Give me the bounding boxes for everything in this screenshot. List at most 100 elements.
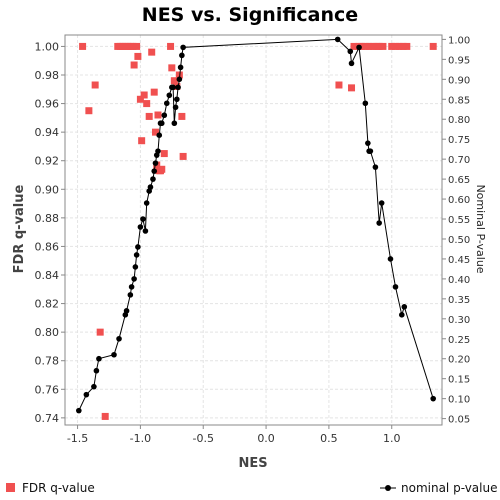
- x-axis-label: NES: [238, 456, 267, 471]
- nominal-point: [177, 64, 184, 71]
- nominal-point: [171, 120, 178, 127]
- fdr-point: [129, 42, 137, 50]
- fdr-point: [350, 42, 358, 50]
- x-tick-label: -0.5: [192, 432, 213, 445]
- nominal-point: [116, 335, 122, 342]
- nominal-point: [132, 264, 139, 270]
- y-tick-label: 0.90: [35, 183, 60, 196]
- y-tick-label: 0.88: [35, 212, 60, 225]
- y-tick-label: 0.84: [35, 269, 60, 282]
- fdr-point: [145, 112, 153, 120]
- nominal-point: [172, 104, 179, 111]
- fdr-point: [399, 42, 407, 50]
- grid-lines: [65, 35, 442, 425]
- fdr-point: [375, 42, 383, 50]
- fdr-point: [335, 81, 343, 89]
- y-tick-label: 1.00: [35, 40, 60, 53]
- y2-tick-label: 0.30: [448, 315, 470, 326]
- fdr-point: [85, 107, 93, 115]
- fdr-point: [168, 64, 176, 72]
- x-tick-label: 0.5: [320, 432, 338, 445]
- y2-tick-label: 0.15: [448, 375, 470, 386]
- fdr-point: [179, 152, 187, 160]
- y2-tick-label: 1.00: [448, 35, 470, 46]
- y2-tick-label: 0.70: [448, 155, 470, 166]
- fdr-point: [361, 42, 369, 50]
- fdr-point: [134, 52, 142, 60]
- nominal-point: [334, 36, 341, 43]
- fdr-point: [101, 412, 109, 420]
- nominal-point: [151, 168, 158, 174]
- y-axis-label: FDR q-value: [12, 184, 27, 273]
- nominal-point: [135, 244, 141, 250]
- y-tick-label: 0.98: [35, 69, 60, 82]
- fdr-point: [133, 42, 141, 50]
- nominal-point: [175, 84, 181, 91]
- y2-tick-label: 0.35: [448, 295, 470, 306]
- nominal-point: [174, 96, 180, 103]
- nominal-point: [180, 44, 186, 51]
- x-tick-label: 1.0: [383, 432, 401, 445]
- legend-fdr-marker: [6, 483, 15, 492]
- fdr-point: [158, 165, 166, 173]
- nominal-point: [163, 100, 170, 107]
- fdr-point: [392, 42, 400, 50]
- nominal-point: [156, 132, 163, 138]
- fdr-point: [348, 84, 356, 92]
- y2-tick-label: 0.60: [448, 195, 470, 206]
- fdr-point: [151, 128, 159, 136]
- y2-tick-label: 0.55: [448, 215, 470, 226]
- fdr-point: [178, 112, 186, 120]
- fdr-point: [143, 100, 151, 108]
- nominal-point: [76, 407, 82, 414]
- nominal-point: [131, 276, 137, 282]
- nominal-point: [348, 60, 355, 67]
- y2-tick-label: 0.80: [448, 115, 470, 126]
- y-tick-label: 0.80: [35, 326, 60, 339]
- nominal-point: [376, 220, 382, 226]
- nominal-point: [362, 100, 369, 107]
- nominal-point: [392, 284, 399, 290]
- nominal-point: [166, 92, 173, 99]
- y-tick-label: 0.78: [35, 355, 60, 368]
- fdr-point: [388, 42, 396, 50]
- nominal-point: [387, 256, 394, 262]
- nominal-point: [430, 395, 437, 402]
- fdr-point: [136, 95, 144, 103]
- y2-axis-label: Nominal P-value: [474, 184, 487, 273]
- y2-tick-label: 0.25: [448, 335, 470, 346]
- nominal-point: [176, 76, 183, 83]
- y2-tick-label: 0.50: [448, 235, 470, 246]
- x-tick-label: -1.5: [67, 432, 88, 445]
- fdr-point: [379, 42, 387, 50]
- nominal-point: [142, 228, 149, 234]
- y2-tick-label: 0.65: [448, 175, 470, 186]
- nominal-point: [133, 252, 140, 258]
- nominal-point: [179, 52, 185, 59]
- nominal-point: [91, 383, 97, 390]
- plot-frame: [64, 34, 443, 426]
- nominal-point: [128, 284, 135, 290]
- y2-tick-label: 0.85: [448, 95, 470, 106]
- fdr-point: [140, 91, 148, 99]
- fdr-point: [369, 42, 377, 50]
- fdr-point: [395, 42, 403, 50]
- y-tick-label: 0.96: [35, 98, 60, 111]
- y2-tick-label: 0.40: [448, 275, 470, 286]
- y-tick-label: 0.86: [35, 240, 60, 253]
- y-tick-label: 0.74: [35, 412, 60, 425]
- fdr-point: [160, 150, 168, 158]
- y2-tick-label: 0.45: [448, 255, 470, 266]
- nominal-point: [143, 200, 150, 206]
- fdr-point: [130, 61, 138, 69]
- y-tick-label: 0.94: [35, 126, 60, 139]
- y2-tick-label: 0.90: [448, 75, 470, 86]
- y2-tick-label: 0.20: [448, 355, 470, 366]
- fdr-point: [138, 137, 146, 145]
- y2-axis-ticks: 0.05 0.10 0.15 0.20 0.25 0.30 0.35 0.40 0.45 0.50…: [442, 35, 470, 426]
- nominal-point: [401, 304, 408, 310]
- x-axis-ticks: -1.5 -1.0 -0.5 0.0 0.5 1.0: [67, 425, 401, 445]
- nominal-point: [398, 312, 405, 318]
- legend-fdr-label: FDR q-value: [22, 481, 95, 495]
- nominal-point: [161, 112, 168, 119]
